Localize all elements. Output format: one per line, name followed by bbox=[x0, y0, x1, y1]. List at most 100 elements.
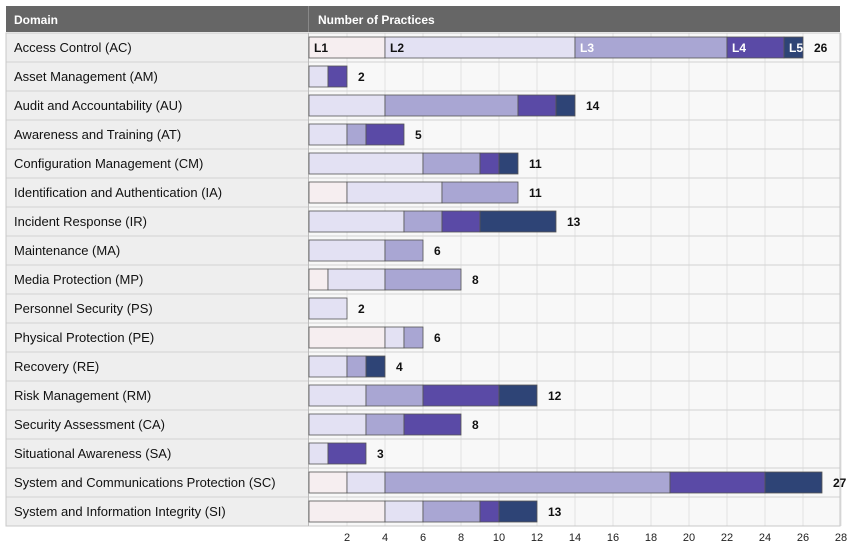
total-label: 4 bbox=[396, 360, 403, 374]
bar-segment-l5 bbox=[555, 94, 576, 117]
total-label: 13 bbox=[567, 215, 581, 229]
x-tick-label: 14 bbox=[569, 532, 581, 544]
bar-segment-l3 bbox=[365, 384, 424, 407]
level-label: L5 bbox=[789, 41, 803, 55]
bar-segment-l2 bbox=[308, 65, 329, 88]
x-tick-label: 18 bbox=[645, 532, 657, 544]
bar-segment-l3 bbox=[384, 239, 424, 262]
x-axis: 2 4 6 8 10 12 14 16 18 20 22 24 26 28 bbox=[344, 532, 847, 544]
total-label: 8 bbox=[472, 418, 479, 432]
x-tick-label: 20 bbox=[683, 532, 695, 544]
level-label: L3 bbox=[580, 41, 594, 55]
bar-segment-l4 bbox=[479, 152, 500, 175]
bar-segment-l3 bbox=[441, 181, 519, 204]
category-label: Media Protection (MP) bbox=[14, 272, 143, 287]
bar-segment-l5 bbox=[365, 355, 386, 378]
bar-segment-l2 bbox=[308, 355, 348, 378]
chart-frame bbox=[5, 32, 841, 527]
category-label: Recovery (RE) bbox=[14, 359, 99, 374]
bar-segment-l3 bbox=[403, 326, 424, 349]
bar-segment-l4 bbox=[517, 94, 557, 117]
bar-segment-l2 bbox=[384, 500, 424, 523]
bar-segment-l5 bbox=[498, 500, 538, 523]
total-label: 27 bbox=[833, 476, 847, 490]
x-tick-label: 22 bbox=[721, 532, 733, 544]
total-label: 2 bbox=[358, 302, 365, 316]
bar-segment-l2 bbox=[308, 413, 367, 436]
bar-segment-l3 bbox=[384, 268, 462, 291]
total-label: 6 bbox=[434, 244, 441, 258]
x-tick-label: 6 bbox=[420, 532, 426, 544]
category-label: Audit and Accountability (AU) bbox=[14, 98, 182, 113]
x-tick-label: 8 bbox=[458, 532, 464, 544]
x-tick-label: 10 bbox=[493, 532, 505, 544]
category-panel bbox=[6, 33, 308, 526]
total-label: 11 bbox=[529, 186, 542, 200]
rows-layer bbox=[5, 32, 841, 527]
total-label: 26 bbox=[814, 41, 828, 55]
bar-segment-l1 bbox=[308, 268, 329, 291]
domain-header: Domain bbox=[14, 13, 58, 27]
bars-layer bbox=[308, 36, 823, 523]
x-tick-label: 4 bbox=[382, 532, 388, 544]
bar-segment-l1 bbox=[308, 181, 348, 204]
bar-segment-l3 bbox=[422, 500, 481, 523]
bar-segment-l1 bbox=[308, 471, 348, 494]
bar-segment-l3 bbox=[574, 36, 728, 59]
category-label: Personnel Security (PS) bbox=[14, 301, 153, 316]
bar-segment-l4 bbox=[479, 500, 500, 523]
x-tick-label: 2 bbox=[344, 532, 350, 544]
bar-segment-l1 bbox=[308, 326, 386, 349]
header-bar bbox=[6, 6, 840, 32]
bar-segment-l2 bbox=[308, 384, 367, 407]
category-label: Awareness and Training (AT) bbox=[14, 127, 181, 142]
bar-segment-l5 bbox=[479, 210, 557, 233]
x-tick-label: 24 bbox=[759, 532, 771, 544]
total-label: 2 bbox=[358, 70, 365, 84]
bar-segment-l2 bbox=[308, 123, 348, 146]
bar-segment-l4 bbox=[327, 65, 348, 88]
x-tick-label: 16 bbox=[607, 532, 619, 544]
bar-segment-l2 bbox=[308, 152, 424, 175]
level-label: L2 bbox=[390, 41, 404, 55]
total-label: 3 bbox=[377, 447, 384, 461]
bar-segment-l4 bbox=[365, 123, 405, 146]
category-label: Maintenance (MA) bbox=[14, 243, 120, 258]
category-label: Configuration Management (CM) bbox=[14, 156, 203, 171]
bar-segment-l2 bbox=[384, 326, 405, 349]
total-label: 12 bbox=[548, 389, 562, 403]
bar-segment-l2 bbox=[327, 268, 386, 291]
bar-segment-l5 bbox=[783, 36, 804, 59]
bar-segment-l2 bbox=[308, 297, 348, 320]
category-label: Physical Protection (PE) bbox=[14, 330, 154, 345]
bar-segment-l5 bbox=[498, 152, 519, 175]
bar-segment-l3 bbox=[403, 210, 443, 233]
total-label: 11 bbox=[529, 157, 542, 171]
bar-segment-l4 bbox=[403, 413, 462, 436]
bar-segment-l2 bbox=[308, 94, 386, 117]
category-label: Identification and Authentication (IA) bbox=[14, 185, 222, 200]
total-label: 6 bbox=[434, 331, 441, 345]
bar-segment-l3 bbox=[384, 94, 519, 117]
bar-segment-l4 bbox=[422, 384, 500, 407]
bar-segment-l2 bbox=[308, 239, 386, 262]
level-label: L4 bbox=[732, 41, 746, 55]
total-label: 5 bbox=[415, 128, 422, 142]
x-tick-label: 28 bbox=[835, 532, 847, 544]
bar-segment-l3 bbox=[346, 355, 367, 378]
category-label: Incident Response (IR) bbox=[14, 214, 147, 229]
bar-segment-l5 bbox=[764, 471, 823, 494]
category-label: Security Assessment (CA) bbox=[14, 417, 165, 432]
bar-segment-l5 bbox=[498, 384, 538, 407]
category-label: System and Communications Protection (SC… bbox=[14, 475, 276, 490]
category-label: Access Control (AC) bbox=[14, 40, 132, 55]
total-label: 14 bbox=[586, 99, 600, 113]
bar-segment-l3 bbox=[422, 152, 481, 175]
bar-segment-l2 bbox=[346, 181, 443, 204]
bar-segment-l4 bbox=[327, 442, 367, 465]
bar-segment-l3 bbox=[365, 413, 405, 436]
category-label: Asset Management (AM) bbox=[14, 69, 158, 84]
level-label: L1 bbox=[314, 41, 328, 55]
